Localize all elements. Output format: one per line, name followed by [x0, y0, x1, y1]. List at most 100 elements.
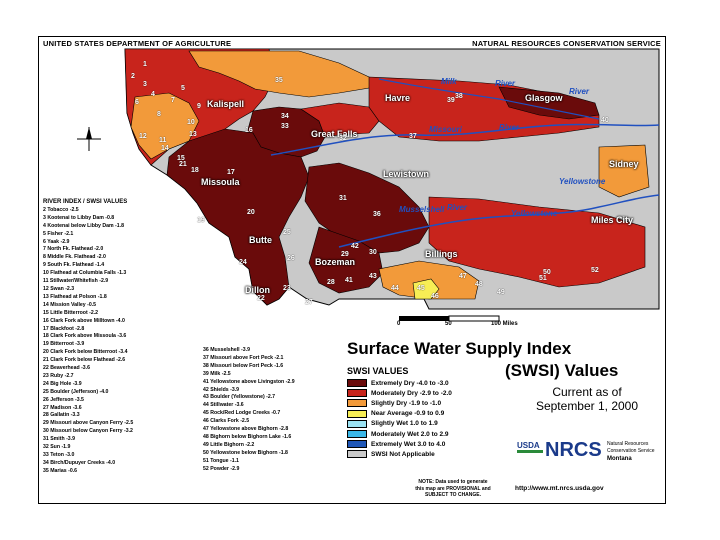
- basin-rockcreek: [412, 278, 440, 300]
- river-index-item: 12 Swan -2.3: [43, 285, 75, 292]
- basin-number: 20: [247, 209, 255, 216]
- river-index-item: 42 Shields -3.9: [203, 386, 240, 393]
- river-index-item: 48 Bighorn below Bighorn Lake -1.6: [203, 433, 292, 440]
- basin-number: 30: [369, 249, 377, 256]
- basin-number: 41: [345, 277, 353, 284]
- river-index-item: 17 Blackfoot -2.8: [43, 325, 85, 332]
- montana-map: [77, 48, 660, 310]
- legend-item: Slightly Dry -1.9 to -1.0: [347, 398, 577, 408]
- river-index-right-column: 36 Musselshell -3.9 37 Missouri above For…: [203, 347, 373, 474]
- river-index-item: 31 Smith -3.9: [43, 436, 76, 443]
- basin-number: 36: [373, 211, 381, 218]
- current-as-of-line1: Current as of: [552, 385, 622, 399]
- basin-number: 51: [539, 275, 547, 282]
- swsi-values-label: SWSI VALUES: [347, 366, 409, 376]
- basin-number: 15: [177, 155, 185, 162]
- basin-number: 7: [171, 97, 175, 104]
- city-lewistown: Lewistown: [383, 169, 430, 179]
- legend-item: Moderately Wet 2.0 to 2.9: [347, 429, 577, 439]
- note-line2: this map are PROVISIONAL and: [415, 485, 491, 492]
- river-label-yellowstone-2: Yellowstone: [559, 177, 606, 186]
- river-index-item: 50 Yellowstone below Bighorn -1.8: [203, 449, 288, 456]
- basin-glasgow: [498, 86, 600, 120]
- legend-swatch: [347, 399, 367, 408]
- basin-number: 32: [339, 135, 347, 142]
- river-index-item: 37 Missouri above Fort Peck -2.1: [203, 354, 284, 361]
- basin-number: 16: [245, 127, 253, 134]
- basin-number: 40: [601, 117, 609, 124]
- city-sidney: Sidney: [609, 159, 639, 169]
- river-index-item: 44 Stillwater -3.6: [203, 402, 244, 409]
- city-billings: Billings: [425, 249, 458, 259]
- city-glasgow: Glasgow: [525, 93, 563, 103]
- basin-number: 18: [191, 167, 199, 174]
- basin-number: 49: [497, 289, 505, 296]
- river-index-title: RIVER INDEX / SWSI VALUES: [43, 199, 128, 205]
- basin-number: 24: [239, 259, 247, 266]
- river-index-item: 23 Ruby -2.7: [43, 372, 74, 379]
- city-havre: Havre: [385, 93, 411, 103]
- river-index-item: 20 Clark Fork below Bitterroot -3.4: [43, 349, 128, 356]
- basin-number: 25: [283, 229, 291, 236]
- river-index-item: 8 Middle Fk. Flathead -2.0: [43, 254, 106, 261]
- river-index-item: 24 Big Hole -3.9: [43, 380, 82, 387]
- basin-number: 45: [417, 285, 425, 292]
- scale-label-100: 100 Miles: [491, 321, 518, 327]
- basin-number: 14: [161, 145, 169, 152]
- river-index-item: 15 Little Bitterroot -2.2: [43, 309, 99, 316]
- basin-number: 2: [131, 73, 135, 80]
- river-index-item: 19 Bitterroot -3.9: [43, 341, 85, 348]
- river-label-musselshell: Musselshell: [399, 205, 445, 214]
- legend-label: Moderately Wet 2.0 to 2.9: [371, 430, 449, 438]
- basin-number: 22: [257, 295, 265, 302]
- nrcs-url[interactable]: http://www.mt.nrcs.usda.gov: [515, 485, 604, 492]
- river-index-item: 27 Madison -3.6: [43, 404, 82, 411]
- basin-number: 1: [143, 61, 147, 68]
- river-index-item: 45 Rock/Red Lodge Creeks -0.7: [203, 410, 281, 417]
- river-label-missouri: Missouri: [429, 125, 462, 134]
- city-miles-city: Miles City: [591, 215, 634, 225]
- map-frame: UNITED STATES DEPARTMENT OF AGRICULTURE …: [38, 36, 666, 504]
- river-index-item: 18 Clark Fork above Missoula -3.6: [43, 333, 127, 340]
- river-index-item: 33 Teton -3.0: [43, 452, 75, 458]
- map-subtitle: (SWSI) Values: [505, 361, 619, 380]
- basin-number: 13: [189, 131, 197, 138]
- basin-number: 44: [391, 285, 399, 292]
- basin-missoula: [166, 128, 310, 306]
- river-index-item: 26 Jefferson -3.5: [43, 396, 84, 403]
- usda-logo-bar: [517, 450, 543, 453]
- legend-label: Extremely Dry -4.0 to -3.0: [371, 379, 449, 387]
- basin-number: 38: [455, 93, 463, 100]
- basin-number: 52: [591, 267, 599, 274]
- legend-label: Extremely Wet 3.0 to 4.0: [371, 440, 446, 448]
- provisional-note: NOTE: Data used to generate this map are…: [373, 479, 533, 499]
- legend-item: Near Average -0.9 to 0.9: [347, 409, 577, 419]
- basin-number: 11: [159, 137, 167, 144]
- river-index-item: 28 Gallatin -3.3: [43, 412, 80, 419]
- river-index-item: 29 Missouri above Canyon Ferry -2.5: [43, 420, 134, 427]
- basin-number: 17: [227, 169, 235, 176]
- basin-number: 23: [283, 285, 291, 292]
- note-line3: SUBJECT TO CHANGE.: [424, 492, 482, 498]
- basin-number: 5: [181, 85, 185, 92]
- note-line1: NOTE: Data used to generate: [418, 479, 488, 485]
- nrcs-agency-line2: Conservation Service: [607, 448, 655, 454]
- basin-number: 8: [157, 111, 161, 118]
- compass-icon: [77, 127, 101, 151]
- river-index-item: 3 Kootenai to Libby Dam -0.8: [43, 214, 115, 221]
- river-label-river-1: River: [495, 79, 516, 88]
- header-usda: UNITED STATES DEPARTMENT OF AGRICULTURE: [43, 39, 232, 48]
- river-index-item: 16 Clark Fork above Milltown -4.0: [43, 317, 125, 324]
- legend-swatch: [347, 440, 367, 449]
- river-index-item: 35 Marias -0.6: [43, 467, 78, 474]
- legend: Extremely Dry -4.0 to -3.0 Moderately Dry…: [347, 378, 577, 460]
- basin-number: 43: [369, 273, 377, 280]
- nrcs-logo-text: NRCS: [545, 439, 602, 461]
- basin-yellowstone: [428, 196, 646, 288]
- basin-number: 28: [327, 279, 335, 286]
- river-index-item: 13 Flathead at Polson -1.8: [43, 293, 107, 300]
- river-index-item: 7 North Fk. Flathead -2.0: [43, 246, 104, 253]
- basin-flathead: [130, 92, 200, 160]
- legend-label: Slightly Dry -1.9 to -1.0: [371, 399, 442, 407]
- scale-label-50: 50: [445, 321, 452, 327]
